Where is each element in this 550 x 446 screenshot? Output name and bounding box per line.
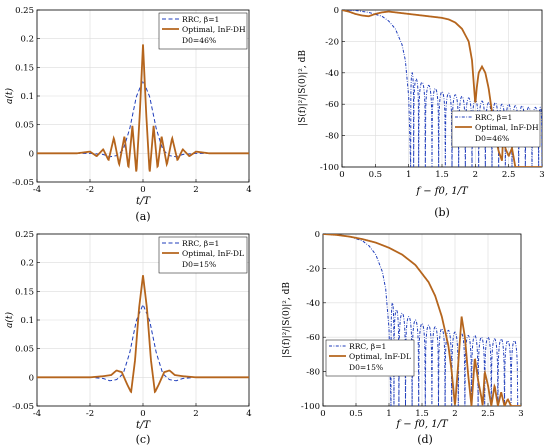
ylabel-d: |S(f)|²/|S(0)|², dB [281, 282, 292, 358]
tick-label-x-c-2: 0 [140, 409, 145, 419]
tick-label-y-a-0: -0.05 [12, 178, 34, 188]
tick-label-y-b-5: -100 [320, 163, 339, 173]
tick-label-x-d-6: 3 [518, 409, 523, 419]
legend-label-d-0: RRC, β=1 [349, 342, 386, 351]
ticks-a: -4 -2 0 2 4 -0.05 0 0.05 0.1 0.15 0.2 0.25 [12, 6, 252, 195]
tick-label-y-d-4: -80 [306, 368, 320, 378]
tick-label-y-a-4: 0.15 [15, 63, 34, 73]
legend-label-b-0: RRC, β=1 [475, 113, 512, 122]
tick-label-y-c-4: 0.15 [15, 287, 34, 297]
tick-label-y-b-4: -80 [325, 132, 339, 142]
tick-label-y-d-1: -20 [306, 264, 320, 274]
xlabel-a: t/T [136, 196, 151, 207]
ylabel-b: |S(f)|²/|S(0)|², dB [297, 50, 308, 126]
tick-label-y-c-1: 0 [29, 373, 34, 383]
series-line-b-0 [342, 10, 542, 167]
tick-label-x-c-4: 4 [246, 409, 251, 419]
tick-label-x-b-6: 3 [539, 170, 544, 180]
xlabel-b: f − f0, 1/T [415, 186, 469, 197]
ylabel-c: a(t) [4, 312, 15, 328]
legend-label-c-1: Optimal, InF-DL [182, 249, 244, 258]
tick-label-y-a-2: 0.05 [15, 121, 34, 131]
series-group-d [323, 234, 521, 406]
legend-box-a [158, 12, 248, 50]
tick-label-x-b-1: 0.5 [369, 170, 383, 180]
legend-label-c-0: RRC, β=1 [182, 239, 219, 248]
ticks-d: 0 0.5 1 1.5 2 2.5 3 0 -20 -40 -60 -80 -100 [301, 230, 524, 419]
legend-label-d-2: D0=15% [349, 363, 383, 372]
tick-label-y-b-0: 0 [334, 6, 339, 16]
tick-label-x-d-1: 0.5 [349, 409, 363, 419]
tick-label-y-c-6: 0.25 [15, 230, 34, 240]
tick-label-y-d-0: 0 [315, 230, 320, 240]
tick-label-x-c-1: -2 [86, 409, 94, 419]
tick-label-x-a-3: 2 [193, 185, 198, 195]
series-line-d-1 [323, 234, 521, 406]
legend-label-a-2: D0=46% [182, 36, 216, 45]
tick-label-y-b-2: -40 [325, 69, 339, 79]
tick-label-x-d-3: 1.5 [415, 409, 429, 419]
series-line-d-0 [323, 234, 519, 406]
tick-label-x-a-2: 0 [140, 185, 145, 195]
xlabel-d: f − f0, 1/T [395, 419, 449, 430]
tick-label-y-c-2: 0.05 [15, 345, 34, 355]
chart-panel-d: 0 0.5 1 1.5 2 2.5 3 0 -20 -40 -60 -80 -100 RRC, β=1O… [281, 230, 524, 446]
legend-label-a-1: Optimal, InF-DH [182, 25, 246, 34]
tick-label-x-a-4: 4 [246, 185, 251, 195]
tick-label-x-d-0: 0 [320, 409, 325, 419]
legend-label-c-2: D0=15% [182, 260, 216, 269]
tick-label-y-c-0: -0.05 [12, 402, 34, 412]
series-group-c [37, 275, 249, 394]
chart-panel-c: -4 -2 0 2 4 -0.05 0 0.05 0.1 0.15 0.2 0.25 RRC, β=1… [4, 230, 252, 446]
tick-label-x-a-0: -4 [33, 185, 41, 195]
panel-label-d: (d) [417, 433, 433, 446]
series-group-b [342, 10, 542, 167]
tick-label-x-c-0: -4 [33, 409, 41, 419]
ticks-b: 0 0.5 1 1.5 2 2.5 3 0 -20 -40 -60 -80 -100 [320, 6, 545, 180]
legend-label-b-1: Optimal, InF-DH [475, 123, 539, 132]
chart-panel-a: -4 -2 0 2 4 -0.05 0 0.05 0.1 0.15 0.2 0.25 RRC, β=1… [4, 6, 252, 223]
tick-label-x-b-4: 2 [473, 170, 478, 180]
tick-label-x-b-5: 2.5 [502, 170, 516, 180]
tick-label-y-a-5: 0.2 [20, 35, 34, 45]
panel-label-b: (b) [434, 206, 450, 219]
legend-box-c [158, 236, 248, 274]
series-line-b-1 [342, 10, 542, 167]
legend-label-a-0: RRC, β=1 [182, 15, 219, 24]
tick-label-x-b-3: 1.5 [435, 170, 449, 180]
tick-label-x-a-1: -2 [86, 185, 94, 195]
xlabel-c: t/T [136, 420, 151, 431]
tick-label-x-b-0: 0 [339, 170, 344, 180]
tick-label-y-c-3: 0.1 [20, 316, 34, 326]
tick-label-x-d-4: 2 [452, 409, 457, 419]
tick-label-y-d-5: -100 [301, 402, 320, 412]
tick-label-y-b-1: -20 [325, 37, 339, 47]
legend-label-d-1: Optimal, InF-DL [349, 352, 411, 361]
tick-label-x-c-3: 2 [193, 409, 198, 419]
tick-label-x-d-2: 1 [386, 409, 391, 419]
tick-label-y-d-3: -60 [306, 333, 320, 343]
panel-label-a: (a) [135, 210, 150, 223]
tick-label-y-a-6: 0.25 [15, 6, 34, 16]
tick-label-y-a-1: 0 [29, 149, 34, 159]
series-group-a [37, 44, 249, 172]
chart-panel-b: 0 0.5 1 1.5 2 2.5 3 0 -20 -40 -60 -80 -100 RRC, β=1O… [297, 6, 545, 219]
tick-label-y-c-5: 0.2 [20, 259, 34, 269]
series-line-a-1 [37, 44, 249, 172]
ticks-c: -4 -2 0 2 4 -0.05 0 0.05 0.1 0.15 0.2 0.25 [12, 230, 252, 419]
tick-label-y-a-3: 0.1 [20, 92, 34, 102]
tick-label-x-d-5: 2.5 [481, 409, 495, 419]
tick-label-y-d-2: -40 [306, 299, 320, 309]
series-line-c-1 [37, 275, 249, 394]
ylabel-a: a(t) [4, 88, 15, 104]
tick-label-y-b-3: -60 [325, 100, 339, 110]
panel-label-c: (c) [136, 433, 151, 446]
legend-label-b-2: D0=46% [475, 134, 509, 143]
tick-label-x-b-2: 1 [406, 170, 411, 180]
